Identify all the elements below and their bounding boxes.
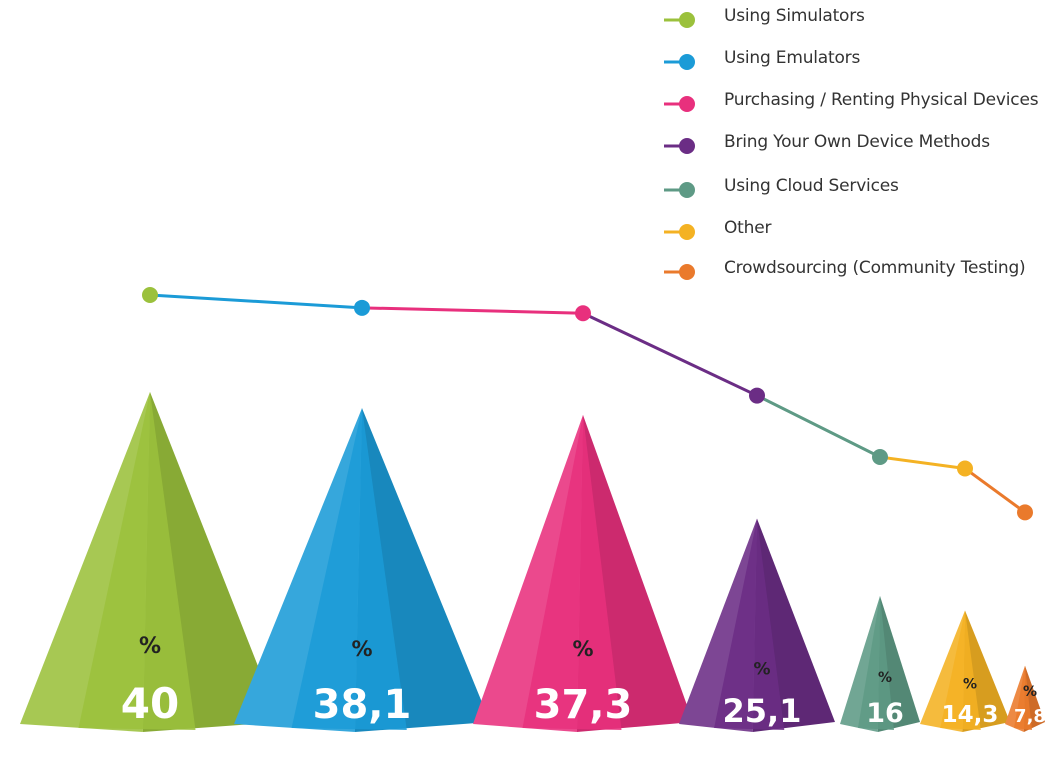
value-label: 37,3 xyxy=(534,682,633,728)
legend-item: Using Emulators xyxy=(662,46,1058,76)
pyramid-front-face xyxy=(858,596,894,730)
pyramid-5 xyxy=(840,596,920,732)
pyramid-front-face xyxy=(522,414,622,730)
pyramid-front-face xyxy=(291,408,407,730)
value-label: 16 xyxy=(866,698,904,729)
legend-label: Crowdsourcing (Community Testing) xyxy=(724,258,1026,278)
legend-item: Other xyxy=(662,216,1058,246)
line-marker xyxy=(575,305,591,322)
legend-swatch-icon xyxy=(664,138,695,154)
legend-swatch-icon xyxy=(664,12,695,28)
percent-symbol: % xyxy=(753,659,770,679)
line-segment xyxy=(879,455,966,470)
legend-item: Purchasing / Renting Physical Devices xyxy=(662,88,1058,118)
legend-swatch-icon xyxy=(664,96,695,112)
legend-label: Using Emulators xyxy=(724,48,861,68)
line-marker xyxy=(1017,504,1033,521)
legend-swatch-icon xyxy=(664,182,695,198)
legend-swatch-icon xyxy=(664,54,695,70)
legend-label: Using Cloud Services xyxy=(724,176,899,196)
line-marker xyxy=(142,287,158,303)
line-marker xyxy=(749,387,765,404)
pyramid-front-face xyxy=(714,518,785,730)
line-segment xyxy=(582,311,758,397)
value-label: 7,8 xyxy=(1014,706,1046,727)
pyramid-7 xyxy=(1005,665,1045,732)
line-marker xyxy=(872,449,888,465)
percent-symbol: % xyxy=(1023,684,1037,700)
pyramid-3 xyxy=(473,414,693,732)
line-segment xyxy=(964,467,1026,514)
legend-swatch-icon xyxy=(664,224,695,240)
pyramid-1 xyxy=(20,392,280,732)
legend-swatch-icon xyxy=(664,264,695,280)
legend-item: Bring Your Own Device Methods xyxy=(662,130,1058,160)
line-marker xyxy=(354,299,370,316)
pyramid-6 xyxy=(920,610,1010,732)
legend-label: Using Simulators xyxy=(724,6,865,26)
legend-label: Other xyxy=(724,218,772,238)
pyramid-front-face xyxy=(78,392,196,730)
legend-item: Using Cloud Services xyxy=(662,174,1058,204)
pyramid-4 xyxy=(679,518,835,732)
value-label: 14,3 xyxy=(942,702,999,728)
line-segment xyxy=(756,394,881,459)
pyramid-2 xyxy=(234,408,490,732)
pyramid-front-face xyxy=(1014,665,1032,730)
value-label: 25,1 xyxy=(723,692,802,730)
legend-item: Using Simulators xyxy=(662,4,1058,34)
line-segment xyxy=(361,306,584,315)
percent-symbol: % xyxy=(878,670,892,686)
pyramid-front-face xyxy=(940,610,981,730)
value-label: 38,1 xyxy=(313,682,412,728)
legend-item: Crowdsourcing (Community Testing) xyxy=(662,256,1058,286)
percent-symbol: % xyxy=(572,637,593,661)
value-label: 40 xyxy=(121,679,179,728)
line-marker xyxy=(957,460,973,477)
legend-label: Purchasing / Renting Physical Devices xyxy=(724,90,1039,110)
line-segment xyxy=(149,293,363,310)
percent-symbol: % xyxy=(139,634,161,659)
legend-label: Bring Your Own Device Methods xyxy=(724,132,990,152)
percent-symbol: % xyxy=(351,637,372,661)
percent-symbol: % xyxy=(963,676,977,692)
